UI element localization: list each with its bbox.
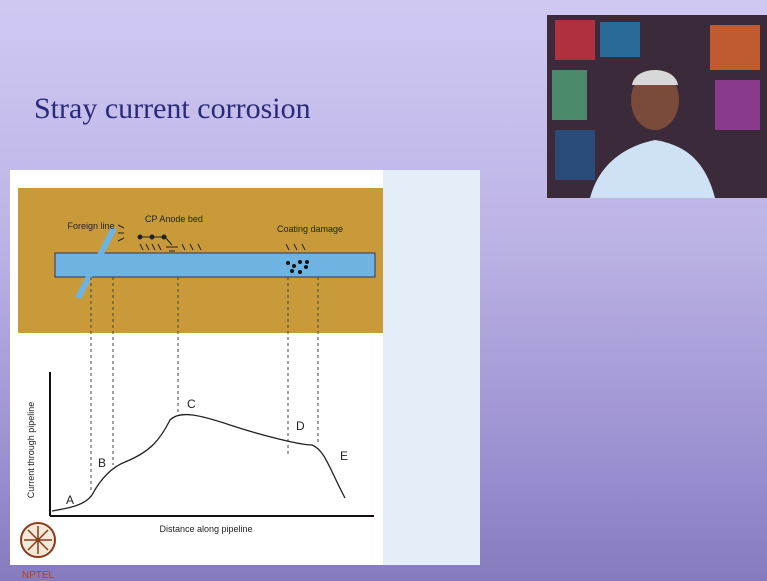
y-axis-label: Current through pipeline [26, 402, 36, 499]
logo-text: NPTEL [22, 570, 55, 581]
slide: Stray current corrosion Foreign line CP … [0, 0, 767, 581]
pipeline [55, 253, 375, 277]
panel-tint [383, 170, 480, 565]
point-e: E [340, 449, 348, 463]
point-d: D [296, 419, 305, 433]
foreign-line-label: Foreign line [67, 221, 114, 231]
point-b: B [98, 456, 106, 470]
coating-damage-label: Coating damage [277, 224, 343, 234]
nptel-logo: NPTEL [21, 523, 55, 581]
presenter-video [547, 15, 767, 198]
point-c: C [187, 397, 196, 411]
x-axis-label: Distance along pipeline [159, 524, 252, 534]
figure: Foreign line CP Anode bed Coating damage… [0, 0, 767, 581]
point-a: A [66, 493, 74, 507]
anode-bed-label: CP Anode bed [145, 214, 203, 224]
